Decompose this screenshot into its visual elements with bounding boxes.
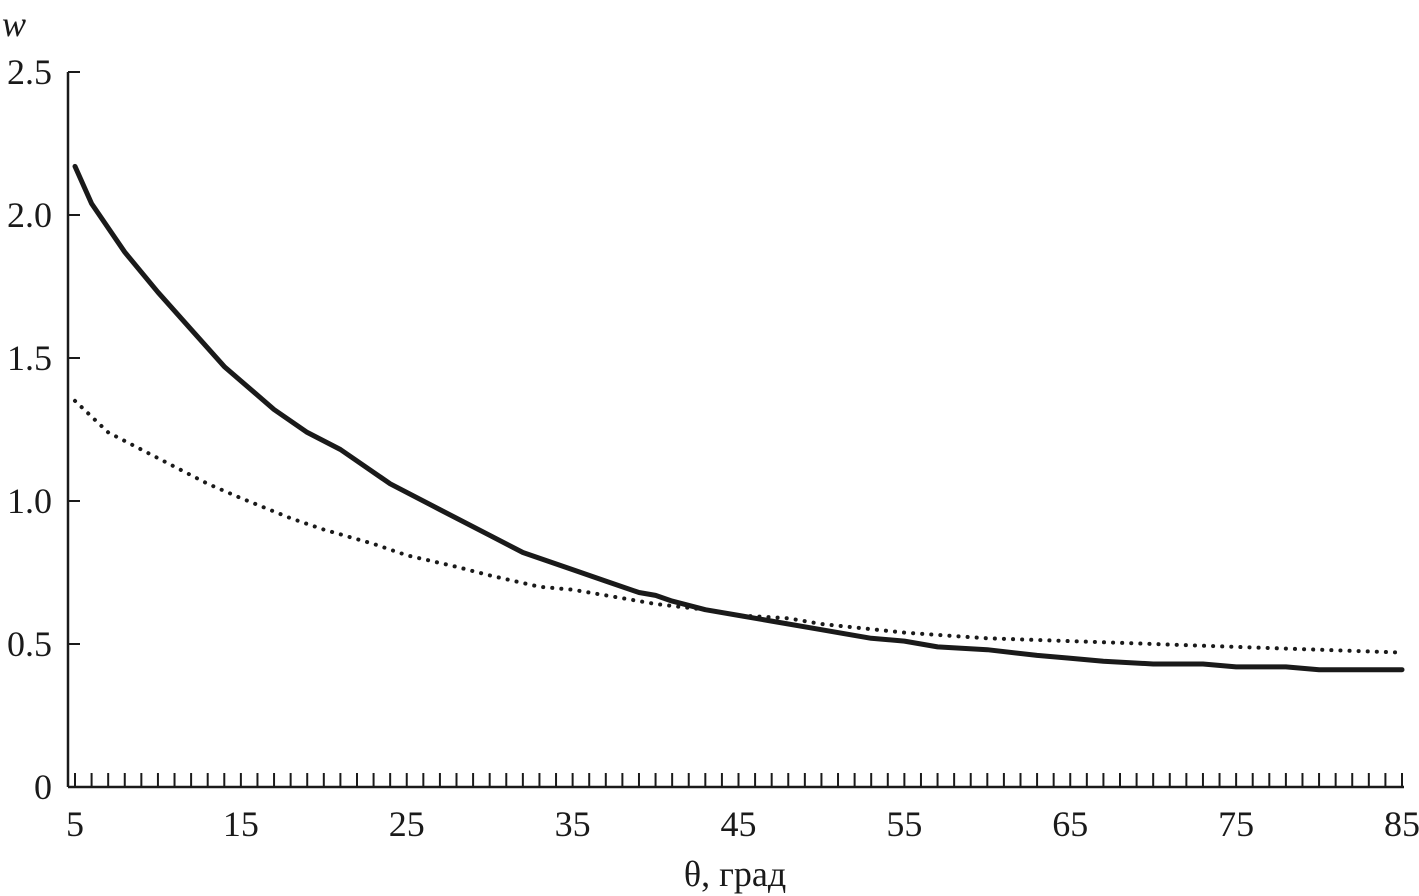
x-tick-label: 45 bbox=[721, 804, 757, 844]
x-tick-label: 5 bbox=[66, 804, 84, 844]
x-tick-label: 75 bbox=[1218, 804, 1254, 844]
y-tick-label: 0.5 bbox=[7, 624, 52, 664]
x-tick-label: 55 bbox=[886, 804, 922, 844]
series-layer bbox=[72, 163, 1405, 673]
y-tick-label: 2.0 bbox=[7, 195, 52, 235]
series-solid-line bbox=[72, 163, 1405, 673]
y-tick-label: 2.5 bbox=[7, 52, 52, 92]
x-tick-label: 25 bbox=[389, 804, 425, 844]
x-tick-label: 85 bbox=[1384, 804, 1419, 844]
x-tick-label: 35 bbox=[555, 804, 591, 844]
x-axis-label: θ, град bbox=[684, 854, 786, 894]
y-tick-label: 1.0 bbox=[7, 481, 52, 521]
axes bbox=[66, 72, 1404, 789]
y-tick-label: 1.5 bbox=[7, 338, 52, 378]
x-axis-ticks: 5 15 25 35 45 55 65 75 85 bbox=[66, 773, 1419, 844]
series-dotted-line bbox=[73, 398, 1404, 655]
x-tick-label: 65 bbox=[1052, 804, 1088, 844]
y-tick-label: 0 bbox=[34, 767, 52, 807]
x-tick-label: 15 bbox=[223, 804, 259, 844]
y-axis-ticks: 0 0.5 1.0 1.5 2.0 2.5 bbox=[7, 52, 80, 807]
y-axis-label: w bbox=[2, 4, 26, 44]
